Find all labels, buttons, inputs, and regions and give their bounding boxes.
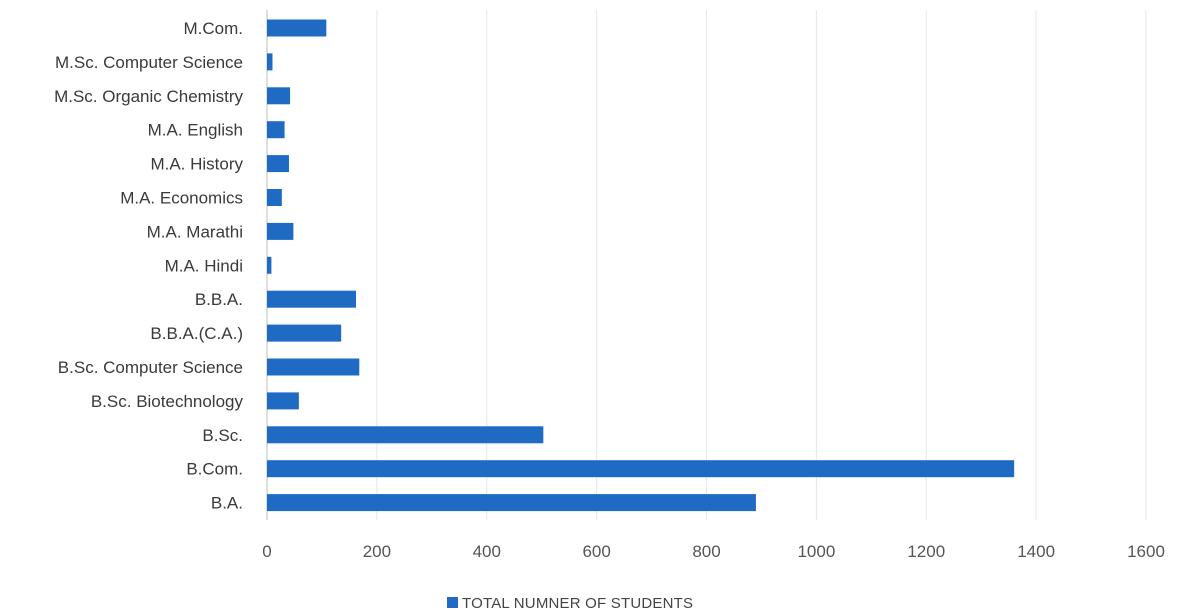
x-tick-label: 200 [363,542,391,561]
bar [267,155,289,173]
bar [267,426,544,444]
x-tick-label: 600 [582,542,610,561]
bar [267,324,342,342]
bar [267,87,291,105]
category-label: M.Sc. Organic Chemistry [54,87,243,106]
category-label: M.A. Economics [120,189,243,208]
x-tick-label: 800 [692,542,720,561]
category-label: M.A. History [150,155,243,174]
x-tick-label: 1600 [1127,542,1165,561]
bar [267,19,327,37]
x-tick-label: 1400 [1017,542,1055,561]
category-label: M.A. English [148,121,243,140]
x-tick-label: 400 [473,542,501,561]
bar [267,256,272,274]
bar [267,189,282,206]
x-tick-label: 1000 [797,542,835,561]
category-labels: M.Com. M.Sc. Computer Science M.Sc. Organi… [54,19,243,513]
category-label: B.Sc. [202,426,243,445]
bar [267,358,360,376]
category-label: M.Sc. Computer Science [55,53,243,72]
bar [267,222,294,240]
bar [267,53,273,71]
category-label: B.Sc. Biotechnology [91,392,244,411]
gridlines [266,10,1147,520]
legend: TOTAL NUMNER OF STUDENTS [447,595,693,610]
category-label: M.Com. [184,19,244,38]
legend-swatch [447,597,458,608]
category-label: B.B.A. [195,290,243,309]
bar [267,290,356,308]
legend-label: TOTAL NUMNER OF STUDENTS [462,595,693,610]
bar [267,494,756,512]
bar [267,460,1015,478]
category-label: M.A. Hindi [165,256,243,275]
bar [267,392,299,410]
category-label: B.A. [211,494,243,513]
category-label: B.Com. [186,460,243,479]
bar [267,121,285,139]
category-label: M.A. Marathi [147,222,243,241]
x-tick-label: 1200 [907,542,945,561]
bars [267,19,1015,512]
category-label: B.Sc. Computer Science [58,358,243,377]
x-tick-label: 0 [262,542,271,561]
x-axis-tick-labels: 0 200 400 600 800 1000 1200 1400 1600 [262,542,1165,561]
category-label: B.B.A.(C.A.) [150,324,243,343]
